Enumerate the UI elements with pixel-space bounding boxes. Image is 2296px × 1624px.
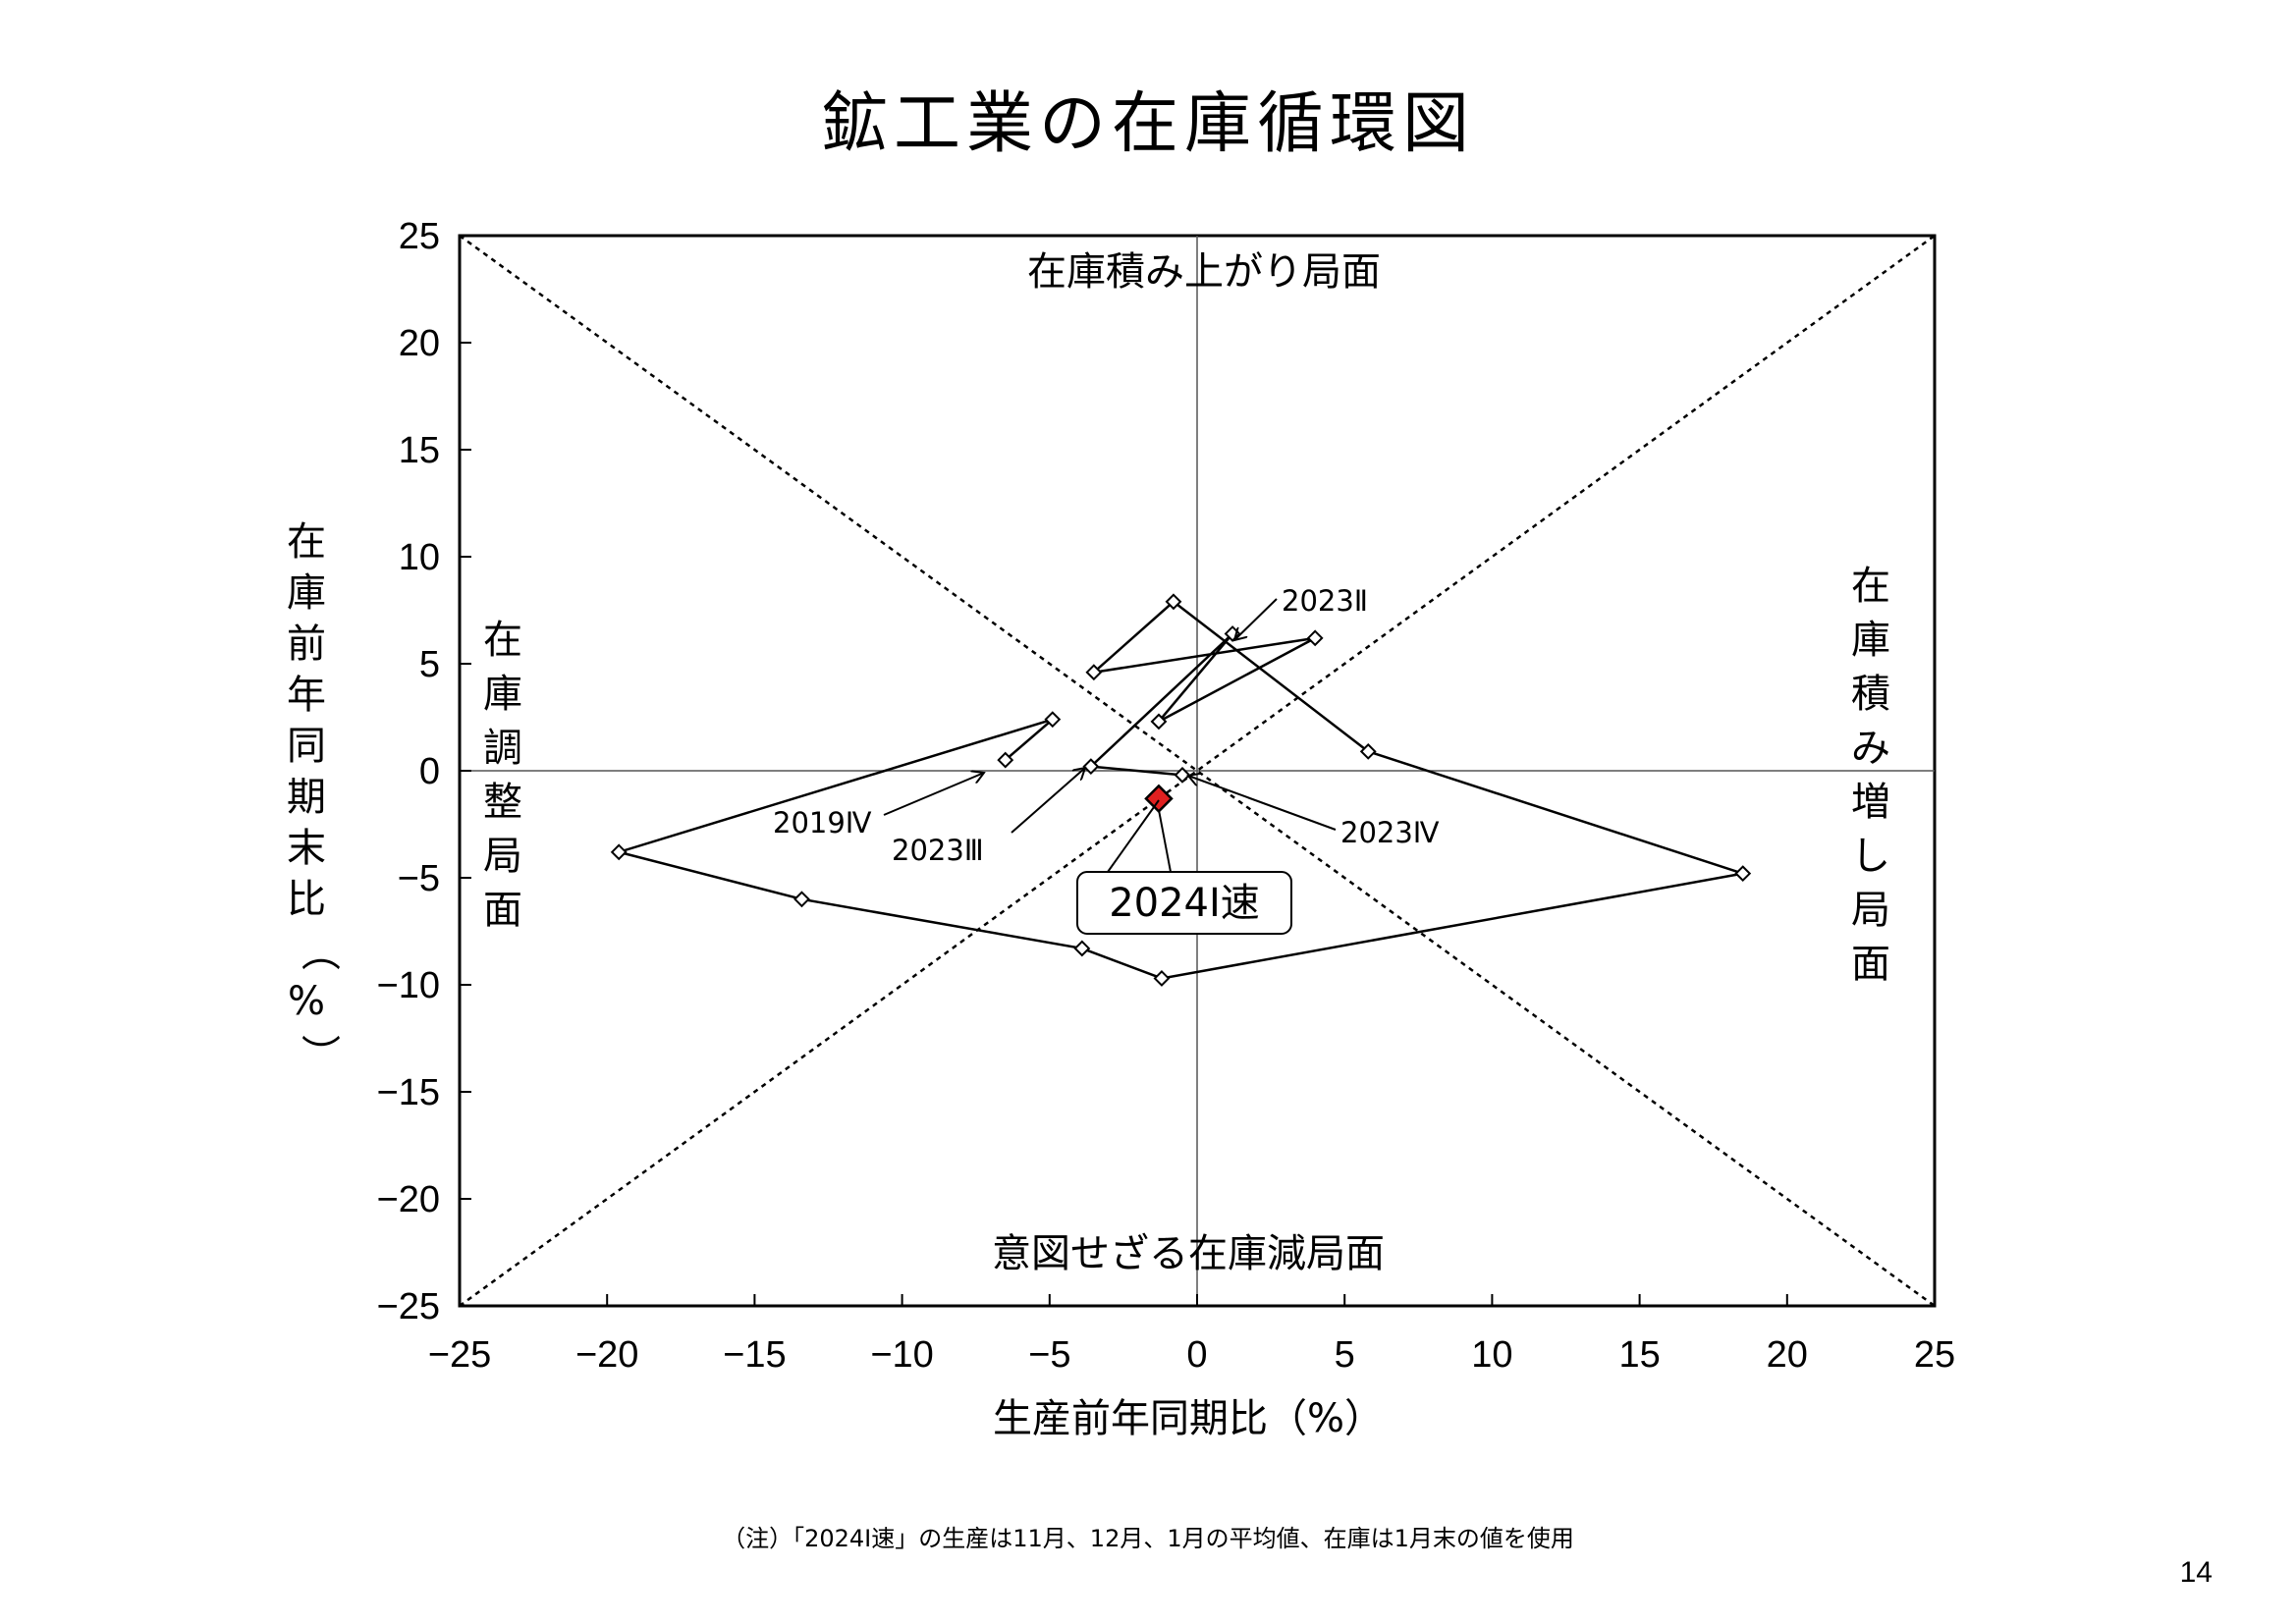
y-axis-title-char: 期 [287,775,326,820]
page-number: 14 [2179,1556,2213,1589]
quadrant-label-left-char: 在 [483,618,522,663]
y-tick-label: 10 [399,537,440,578]
y-tick-label: 0 [419,751,440,792]
y-tick-label: −10 [377,965,440,1006]
annotation: 2023Ⅳ [1188,776,1440,849]
quadrant-label-right-char: 庫 [1851,618,1890,663]
y-tick-label: 5 [419,644,440,685]
data-point-marker [1153,970,1171,987]
x-tick-label: −10 [870,1334,933,1376]
y-tick-label: −5 [398,858,440,899]
data-point-marker [1734,865,1752,883]
y-axis-title-char: 同 [287,724,326,769]
annotation-leader-line [1011,768,1085,834]
quadrant-label-left-char: 面 [483,888,522,933]
x-tick-label: −5 [1028,1334,1070,1376]
annotation-label: 2023Ⅱ [1282,584,1368,618]
y-tick-label: 20 [399,323,440,364]
quadrant-label-bottom: 意図せざる在庫減局面 [992,1231,1385,1276]
y-axis-title-char: % [288,979,325,1024]
data-point-marker [1082,758,1100,776]
x-tick-label: 10 [1471,1334,1512,1376]
annotation-leader-line [883,773,984,816]
y-axis-title-char: 庫 [287,570,326,616]
quadrant-label-right-char: み [1851,726,1890,771]
y-tick-label: 25 [399,216,440,257]
x-tick-label: −20 [575,1334,638,1376]
quadrant-label-left-char: 庫 [483,672,522,717]
quadrant-label-left-char: 局 [483,834,522,879]
data-point-marker [1359,742,1377,760]
y-tick-label: 15 [399,430,440,471]
y-axis-title-char: ） [297,1034,342,1073]
quadrant-label-top: 在庫積み上がり局面 [1027,249,1381,295]
quadrant-label-right-char: 局 [1851,888,1890,933]
x-tick-label: 0 [1186,1334,1207,1376]
y-tick-label: −25 [377,1286,440,1327]
annotation-box [1076,871,1292,935]
annotation-leader-line [1107,799,1160,873]
x-tick-label: 25 [1914,1334,1955,1376]
data-point-marker [1085,664,1103,681]
quadrant-label-left-char: 整 [483,780,522,825]
annotation-label: 2023Ⅳ [1340,816,1440,849]
y-axis-title-char: （ [297,932,342,971]
data-point-marker [1165,593,1182,611]
quadrant-label-right-char: 在 [1851,564,1890,609]
annotations: 2019Ⅳ 2023Ⅱ 2023Ⅲ 2023Ⅳ 2024Ⅰ速 [773,584,1440,935]
data-series [610,593,1752,987]
data-point-marker [1044,711,1062,729]
y-axis-title-char: 在 [287,519,326,565]
footnote: （注）「2024Ⅰ速」の生産は11月、12月、1月の平均値、在庫は1月末の値を使… [722,1525,1574,1552]
quadrant-label-right-char: 積 [1851,672,1890,717]
x-tick-label: −15 [723,1334,786,1376]
plot-area [458,234,1937,1308]
annotation-label: 2024Ⅰ速 [1109,881,1260,926]
page-title: 鉱工業の在庫循環図 [820,85,1475,163]
annotation: 2024Ⅰ速 [1076,799,1292,935]
quadrant-label-left-char: 調 [483,726,522,771]
annotation-leader-line [1158,809,1172,873]
data-point-marker [610,843,628,861]
data-point-marker [997,751,1014,769]
annotation-leader-line [1188,776,1337,831]
annotation-label: 2023Ⅲ [892,834,984,867]
quadrant-label-right-char: 増 [1851,780,1890,825]
y-tick-label: −15 [377,1072,440,1113]
y-axis-title-char: 末 [287,826,326,871]
axis-ticks: −25 −20 −15 −10 −5 0 5 10 15 20 25 −25 −20 −15 −10 −5 0 5… [377,216,1956,1376]
annotation: 2019Ⅳ [773,773,984,839]
annotation-label: 2019Ⅳ [773,806,872,839]
annotation: 2023Ⅱ [1234,584,1368,640]
x-axis-title: 生産前年同期比（%） [993,1396,1384,1441]
quadrant-label-right-char: し [1851,834,1890,879]
y-axis-title-char: 年 [287,673,326,718]
latest-point-marker [1144,784,1174,814]
data-point-marker [793,891,810,908]
data-point-marker [1073,940,1091,957]
data-point-marker [1150,713,1168,731]
x-tick-label: 15 [1618,1334,1660,1376]
annotation: 2023Ⅲ [892,768,1085,867]
y-axis-title-char: 比 [287,877,326,922]
annotation-leader-line [1234,598,1278,640]
x-tick-label: 5 [1335,1334,1355,1376]
x-tick-label: 20 [1767,1334,1808,1376]
data-point-marker [1306,629,1324,647]
quadrant-label-right-char: 面 [1851,942,1890,987]
x-tick-label: −25 [428,1334,491,1376]
y-axis-title-char: 前 [287,622,326,667]
y-tick-label: −20 [377,1179,440,1220]
